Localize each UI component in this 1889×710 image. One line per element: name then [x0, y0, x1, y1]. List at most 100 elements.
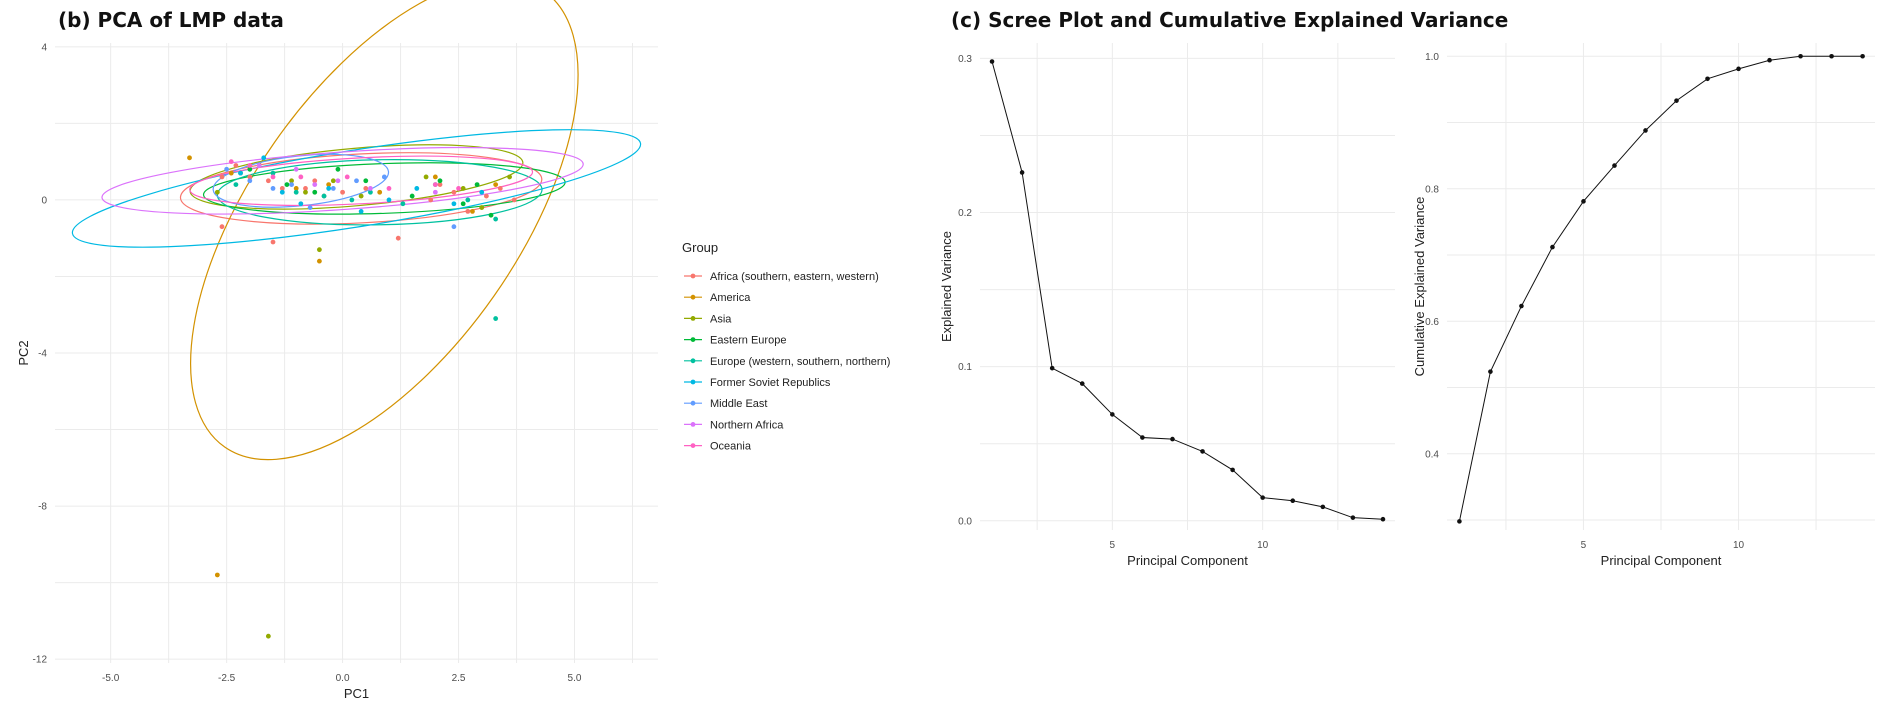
pca-y-axis-title: PC2 — [16, 340, 31, 365]
pca-x-tick-label: 0.0 — [336, 673, 350, 684]
cumulative-x-tick-label: 5 — [1581, 540, 1587, 551]
cumulative-point — [1643, 128, 1648, 133]
pca-point-series-2 — [470, 208, 475, 214]
pca-point-series-3 — [316, 247, 322, 253]
pca-point-series-7 — [354, 178, 359, 184]
pca-point-series-7 — [381, 174, 387, 180]
pca-point-series-4 — [437, 178, 443, 184]
pca-ellipse-9 — [189, 155, 534, 207]
pca-point-series-6 — [238, 170, 243, 176]
pca-point-series-2 — [326, 182, 332, 188]
legend-label: Middle East — [710, 398, 767, 410]
scree-point — [989, 59, 995, 64]
cumulative-point — [1705, 76, 1710, 82]
pca-point-series-5 — [270, 170, 276, 176]
pca-point-series-1 — [451, 189, 457, 195]
pca-point-series-8 — [256, 163, 262, 168]
pca-point-series-8 — [368, 186, 373, 191]
pca-point-series-5 — [233, 182, 239, 188]
pca-point-series-6 — [451, 201, 457, 207]
pca-point-series-9 — [432, 182, 438, 188]
legend-key-point — [690, 294, 696, 300]
cumulative-y-tick-label: 0.8 — [1425, 184, 1439, 195]
pca-point-series-4 — [474, 182, 480, 188]
pca-point-series-1 — [428, 197, 434, 203]
pca-point-series-3 — [330, 178, 336, 184]
scree-point — [1260, 495, 1265, 500]
legend-label: Northern Africa — [710, 419, 784, 431]
pca-y-tick-label: -12 — [33, 655, 48, 666]
pca-point-series-2 — [187, 155, 192, 161]
pca-point-series-1 — [270, 239, 276, 245]
pca-point-series-4 — [460, 201, 466, 207]
pca-point-series-2 — [214, 572, 220, 578]
cumulative-y-tick-label: 0.4 — [1425, 449, 1439, 460]
scree-y-tick-label: 0.1 — [958, 362, 972, 373]
pca-point-series-1 — [265, 178, 271, 184]
pca-point-series-3 — [289, 178, 294, 184]
pca-point-series-7 — [270, 186, 276, 191]
cumulative-y-tick-label: 0.6 — [1425, 317, 1439, 328]
pca-ellipse-6 — [71, 129, 642, 248]
pca-point-series-4 — [247, 166, 253, 172]
pca-point-series-7 — [289, 182, 294, 188]
cumulative-x-tick-label: 10 — [1733, 540, 1745, 551]
scree-point — [1200, 449, 1205, 454]
pca-point-series-9 — [344, 174, 350, 180]
pca-point-series-1 — [437, 182, 443, 188]
cumulative-point — [1550, 244, 1555, 250]
pca-point-series-3 — [423, 174, 429, 180]
pca-point-series-6 — [358, 208, 364, 214]
pca-point-series-9 — [386, 186, 392, 191]
pca-point-series-5 — [368, 189, 373, 195]
scree-point — [1079, 381, 1085, 386]
scree-x-tick-label: 5 — [1110, 540, 1116, 551]
pca-y-tick-label: 4 — [41, 42, 47, 53]
legend-key-point — [690, 358, 696, 364]
pca-title: (b) PCA of LMP data — [58, 8, 284, 32]
pca-ellipse-1 — [179, 152, 543, 225]
pca-ellipse-8 — [101, 146, 584, 215]
pca-point-series-8 — [335, 178, 341, 184]
pca-point-series-3 — [358, 193, 364, 199]
pca-point-series-9 — [228, 159, 234, 165]
scree-point — [1290, 498, 1296, 504]
cumulative-line — [1458, 55, 1863, 522]
scree-point — [1140, 435, 1145, 440]
pca-point-series-8 — [312, 182, 318, 188]
legend-label: Oceania — [710, 441, 752, 453]
pca-point-series-3 — [303, 189, 308, 195]
legend-key-point — [690, 422, 696, 427]
pca-point-series-5 — [493, 316, 499, 321]
pca-x-axis-title: PC1 — [344, 686, 369, 701]
cumulative-y-axis-title: Cumulative Explained Variance — [1412, 197, 1427, 377]
pca-point-series-4 — [335, 166, 341, 172]
pca-point-series-2 — [432, 174, 438, 180]
cumulative-point — [1457, 519, 1462, 524]
cumulative-point — [1736, 66, 1741, 72]
cumulative-point — [1519, 303, 1524, 309]
scree-point — [1049, 365, 1055, 371]
scree-y-tick-label: 0.3 — [958, 54, 972, 65]
pca-point-series-1 — [233, 163, 239, 168]
pca-x-tick-label: -2.5 — [218, 673, 236, 684]
pca-point-series-9 — [298, 174, 304, 180]
legend-key-point — [690, 316, 696, 321]
pca-point-series-1 — [511, 197, 517, 203]
pca-point-series-3 — [265, 633, 271, 639]
pca-point-series-2 — [228, 170, 234, 176]
pca-point-series-6 — [414, 186, 420, 191]
pca-point-series-6 — [261, 155, 267, 161]
cumulative-point — [1860, 53, 1865, 59]
pca-point-series-8 — [432, 189, 438, 195]
pca-point-series-7 — [451, 224, 457, 230]
pca-point-series-8 — [293, 166, 299, 172]
cumulative-point — [1674, 98, 1679, 103]
scree-point — [1380, 516, 1386, 522]
pca-point-series-4 — [284, 182, 290, 188]
pca-point-series-9 — [456, 186, 461, 191]
scree-y-tick-label: 0.2 — [958, 208, 972, 219]
pca-point-series-5 — [465, 197, 471, 203]
pca-point-series-6 — [279, 189, 285, 195]
cumulative-point — [1829, 53, 1834, 59]
